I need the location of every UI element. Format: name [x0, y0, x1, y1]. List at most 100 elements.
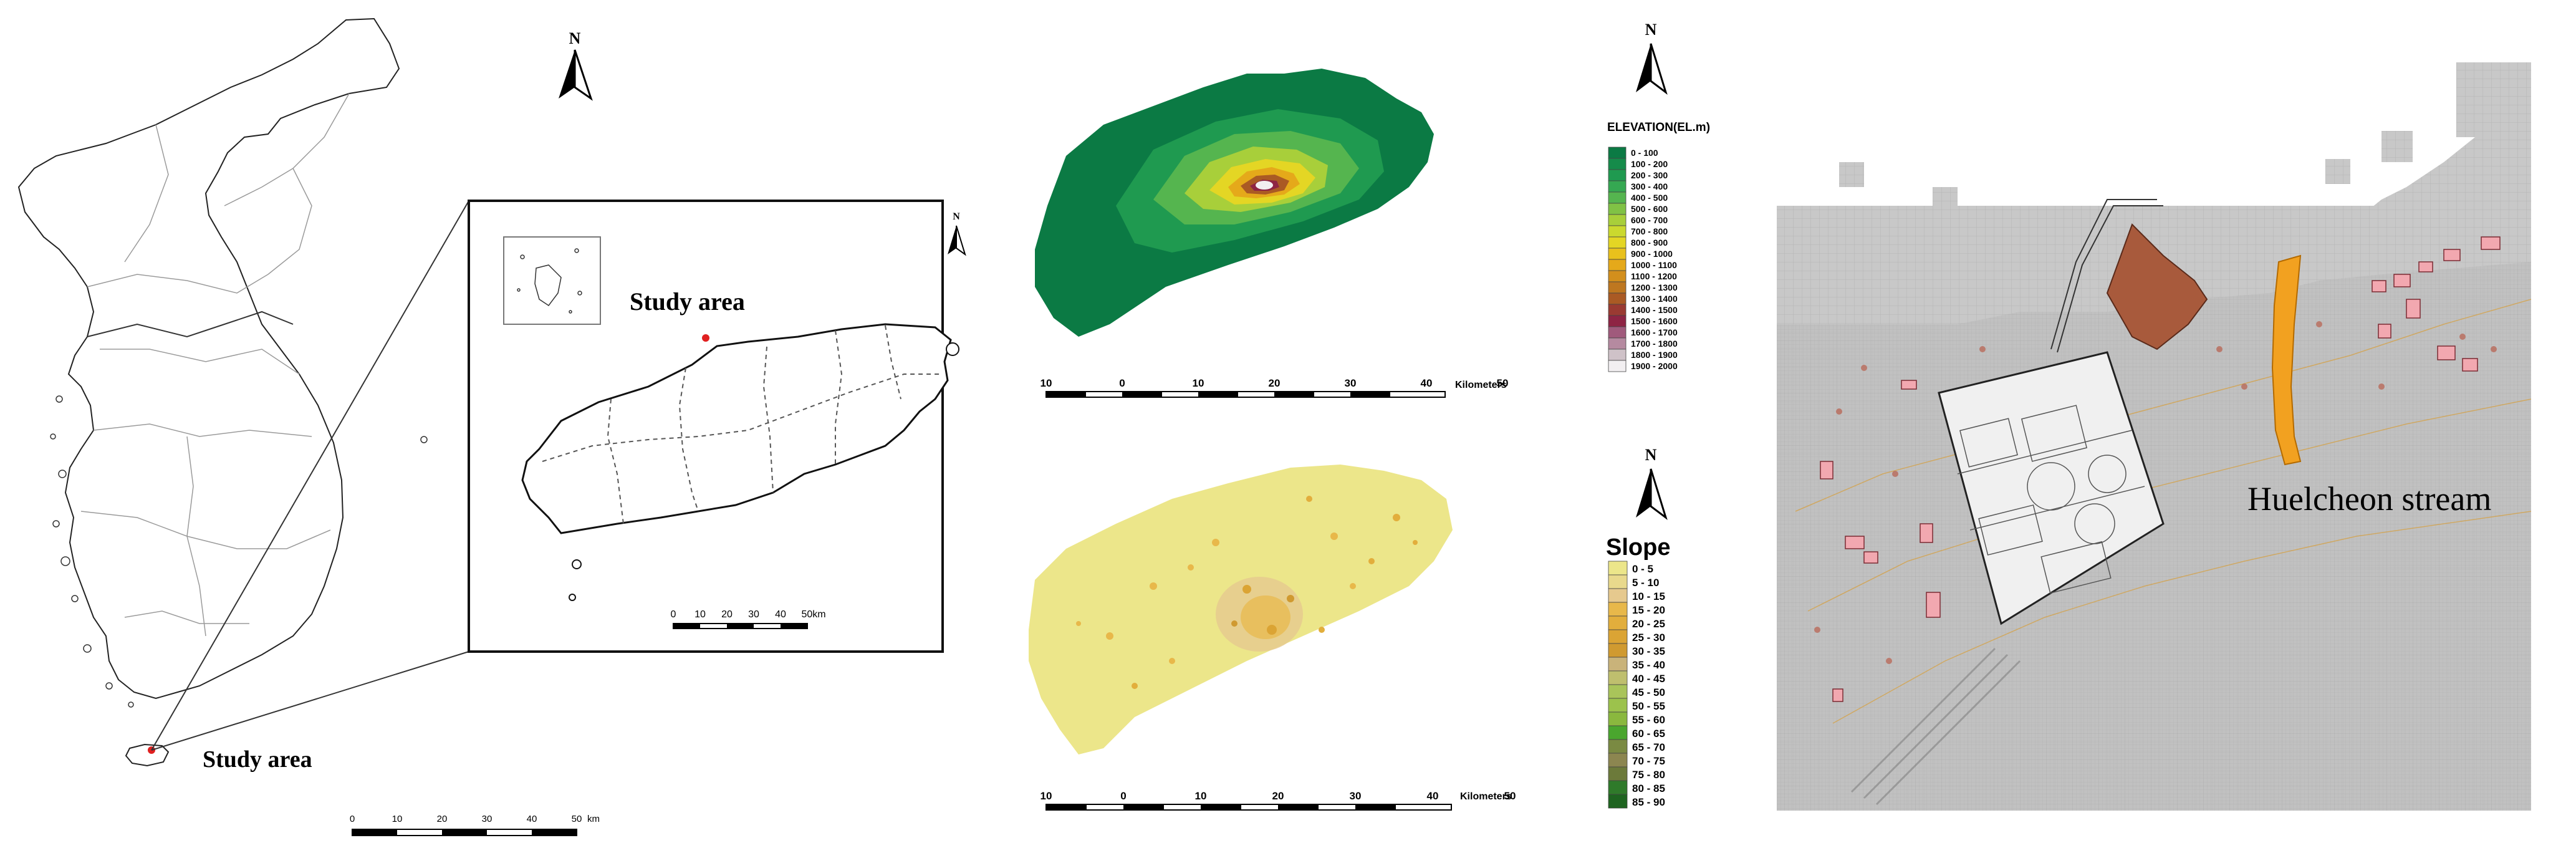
- slope-legend-swatch: [1608, 753, 1628, 768]
- slope-legend-swatch: [1608, 725, 1628, 740]
- slope-legend-swatch: [1608, 602, 1628, 617]
- elevation-legend-swatch: [1608, 304, 1627, 316]
- inset-study-area-marker: [702, 334, 709, 342]
- elevation-scale-tick: 40: [1421, 377, 1433, 389]
- slope-legend-swatch: [1608, 615, 1628, 630]
- site-coastline: [1777, 69, 2531, 299]
- leader-line-top: [151, 200, 469, 751]
- elevation-legend-label: 1400 - 1500: [1631, 305, 1678, 315]
- slope-map: [1029, 465, 1453, 754]
- elevation-legend-label: 700 - 800: [1631, 226, 1668, 236]
- site-top-grid: [2456, 62, 2531, 137]
- elevation-legend-swatch: [1608, 281, 1627, 294]
- site-islet-grid-3: [2325, 159, 2350, 184]
- site-contours: [1795, 299, 2532, 724]
- slope-legend-label: 30 - 35: [1632, 645, 1665, 657]
- elevation-legend-label: 1100 - 1200: [1631, 271, 1677, 281]
- port-building: [2106, 223, 2208, 350]
- inset-islet-2: [572, 559, 582, 569]
- korean-peninsula-outline: [17, 17, 400, 700]
- slope-legend-swatch: [1608, 643, 1628, 658]
- elevation-scale-tick: 50: [1497, 377, 1509, 389]
- industrial-compound: [1938, 351, 2165, 625]
- study-area-label: Study area: [203, 746, 312, 773]
- slope-legend-label: 15 - 20: [1632, 604, 1665, 616]
- main-scale-bar: [352, 829, 577, 836]
- elevation-legend-title: ELEVATION(EL.m): [1607, 121, 1710, 134]
- slope-legend-swatch: [1608, 657, 1628, 672]
- slope-legend-label: 70 - 75: [1632, 755, 1665, 767]
- site-detail-svg: Huelcheon stream: [1777, 62, 2532, 811]
- coastal-islands: [50, 395, 428, 708]
- slope-legend-label: 80 - 85: [1632, 783, 1665, 794]
- slope-legend-label: 75 - 80: [1632, 769, 1665, 781]
- inset-locator-shapes: [517, 248, 582, 314]
- scale-tick-0: 0: [350, 814, 355, 824]
- elevation-legend-swatch: [1608, 326, 1627, 339]
- inset-scale-tick-3: 30: [748, 609, 759, 620]
- slope-legend-label: 10 - 15: [1632, 590, 1665, 602]
- slope-legend-label: 55 - 60: [1632, 714, 1665, 726]
- elevation-scale-tick: 20: [1269, 377, 1281, 389]
- dmz-line: [87, 311, 294, 338]
- slope-legend-label: 25 - 30: [1632, 632, 1665, 643]
- slope-legend-swatch: [1608, 711, 1628, 726]
- province-boundaries: [80, 93, 350, 637]
- elevation-legend-label: 500 - 600: [1631, 204, 1668, 214]
- inset-locator-box: [503, 236, 601, 325]
- inset-scale-tick-1: 10: [694, 609, 706, 620]
- korea-location-panel: N Study area 0 10 20 30 40 50 km: [0, 0, 1010, 853]
- korea-location-svg: N Study area 0 10 20 30 40 50 km: [17, 17, 966, 836]
- slope-scale-tick: 30: [1350, 790, 1362, 802]
- inset-islet-3: [569, 594, 576, 601]
- slope-scale-bar: [1045, 804, 1452, 811]
- elevation-legend-swatch: [1608, 169, 1627, 181]
- slope-legend-swatch: [1608, 698, 1628, 713]
- leader-line-bottom: [151, 651, 469, 751]
- slope-legend-swatch: [1608, 780, 1628, 795]
- inset-scale-bar: [673, 623, 808, 629]
- slope-legend-label: 60 - 65: [1632, 728, 1665, 740]
- inset-study-area-label: Study area: [630, 287, 745, 316]
- slope-legend-label: 35 - 40: [1632, 659, 1665, 671]
- elevation-legend-label: 400 - 500: [1631, 193, 1668, 203]
- elevation-scale-tick: 10: [1193, 377, 1204, 389]
- inset-scale-tick-2: 20: [721, 609, 733, 620]
- elevation-legend-label: 1800 - 1900: [1631, 350, 1678, 360]
- elevation-legend-label: 1700 - 1800: [1631, 339, 1678, 349]
- elevation-scale-tick: 30: [1345, 377, 1357, 389]
- elevation-legend-swatch: [1608, 349, 1627, 361]
- slope-scale-tick: 10: [1195, 790, 1207, 802]
- slope-legend-swatch: [1608, 766, 1628, 781]
- elevation-legend-swatch: [1608, 337, 1627, 350]
- elevation-legend-swatch: [1608, 248, 1627, 260]
- slope-scale-tick: 10: [1040, 790, 1052, 802]
- scale-unit: km: [587, 814, 600, 824]
- elevation-legend-label: 800 - 900: [1631, 238, 1668, 248]
- slope-scale-tick: 50: [1504, 790, 1516, 802]
- slope-legend-title: Slope: [1606, 534, 1670, 561]
- elevation-map: [1035, 69, 1434, 337]
- elevation-legend-swatch: [1608, 270, 1627, 282]
- slope-north-arrow-icon: [1636, 468, 1668, 520]
- elevation-north-arrow-icon: [1636, 43, 1668, 95]
- slope-legend-label: 40 - 45: [1632, 673, 1665, 685]
- slope-legend-label: 50 - 55: [1632, 700, 1665, 712]
- slope-north-label: N: [1645, 446, 1657, 464]
- elevation-scale-tick: 10: [1040, 377, 1052, 389]
- north-label: N: [569, 29, 581, 47]
- slope-legend-swatch: [1608, 588, 1628, 603]
- elevation-legend-swatch: [1608, 292, 1627, 305]
- brown-markers: [1814, 321, 2497, 664]
- slope-scale-tick: 40: [1427, 790, 1439, 802]
- jeju-terrain-panel: N ELEVATION(EL.m) 0 - 100 100 - 200 200 - …: [1010, 0, 1758, 853]
- slope-scale-tick: 20: [1272, 790, 1284, 802]
- scale-tick-4: 40: [527, 814, 537, 824]
- elevation-legend-label: 1600 - 1700: [1631, 327, 1678, 337]
- jeju-island-inset: [521, 323, 952, 534]
- elevation-legend-swatch: [1608, 259, 1627, 271]
- elevation-scale-ticks: 10 0 10 20 30 40 50: [1040, 377, 1509, 389]
- slope-legend-swatch: [1608, 670, 1628, 685]
